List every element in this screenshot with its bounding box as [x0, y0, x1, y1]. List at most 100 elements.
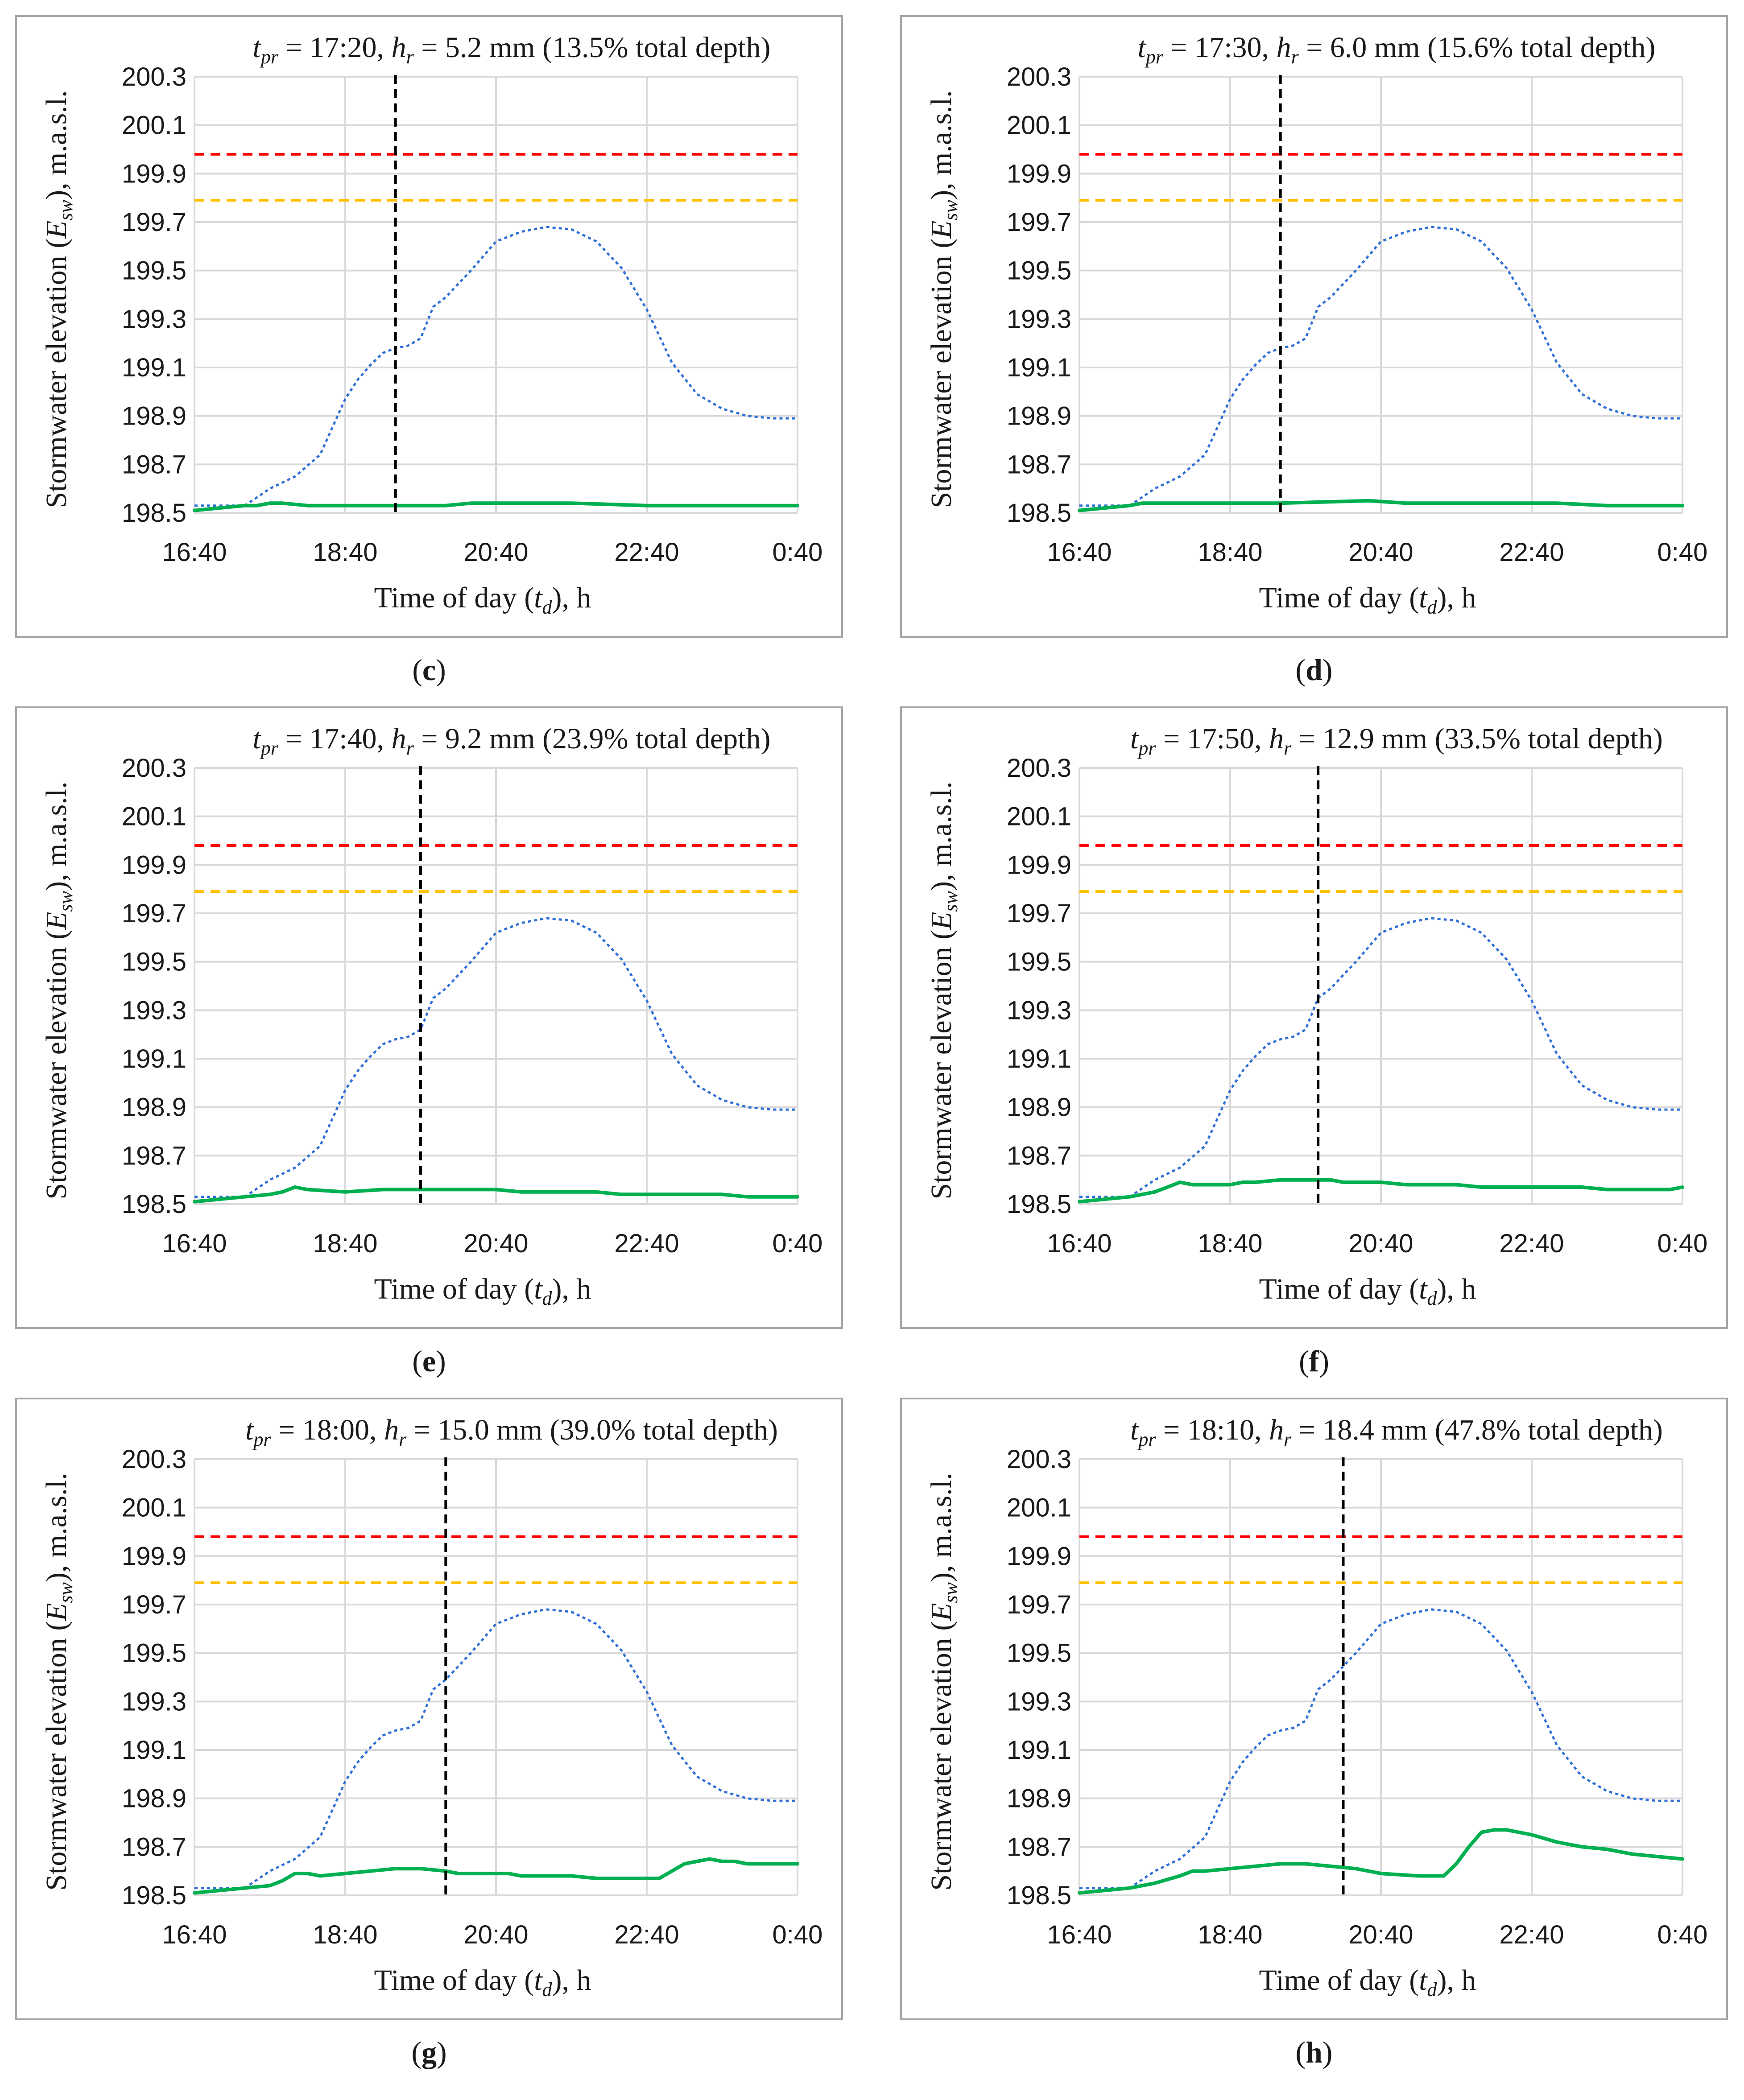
- y-tick-label: 198.9: [122, 1784, 186, 1813]
- x-tick-label: 0:40: [773, 1229, 823, 1258]
- chart-panel-f: 198.5 198.7 198.9 199.1 199.3 199.5 199.7 199.9…: [900, 706, 1728, 1329]
- chart-svg: 198.5 198.7 198.9 199.1 199.3 199.5 199.7 199.9…: [902, 17, 1730, 639]
- y-tick-label: 200.3: [122, 62, 186, 91]
- x-tick-label: 22:40: [1499, 1229, 1564, 1258]
- x-tick-label: 0:40: [1657, 538, 1708, 567]
- chart-panel-g: 198.5 198.7 198.9 199.1 199.3 199.5 199.7 199.9…: [15, 1398, 843, 2020]
- y-tick-label: 199.7: [122, 208, 186, 237]
- chart-panel-d: 198.5 198.7 198.9 199.1 199.3 199.5 199.7 199.9…: [900, 15, 1728, 638]
- x-axis-label: Time of day (td), h: [374, 1964, 591, 2001]
- x-tick-label: 22:40: [614, 1229, 679, 1258]
- x-tick-label: 22:40: [1499, 538, 1564, 567]
- y-tick-label: 199.5: [122, 948, 186, 977]
- y-axis-label: Stormwater elevation (Esw), m.a.s.l.: [40, 90, 77, 508]
- y-tick-label: 200.3: [1007, 754, 1071, 783]
- x-tick-label: 0:40: [1657, 1229, 1708, 1258]
- y-tick-label: 198.9: [122, 1093, 186, 1122]
- x-tick-label: 22:40: [614, 538, 679, 567]
- chart-svg: 198.5 198.7 198.9 199.1 199.3 199.5 199.7 199.9…: [17, 17, 845, 639]
- y-tick-label: 199.7: [122, 1590, 186, 1619]
- chart-panel-c: 198.5 198.7 198.9 199.1 199.3 199.5 199.7 199.9…: [15, 15, 843, 638]
- y-tick-label: 199.5: [1007, 1639, 1071, 1668]
- y-tick-label: 200.1: [1007, 111, 1071, 140]
- caption-letter: h: [1306, 2035, 1322, 2069]
- gridlines: [194, 1459, 798, 1895]
- y-tick-label: 198.5: [122, 499, 186, 528]
- y-tick-label: 198.9: [1007, 402, 1071, 431]
- x-tick-label: 0:40: [773, 538, 823, 567]
- x-tick-label: 16:40: [1047, 538, 1112, 567]
- y-tick-label: 200.1: [1007, 1494, 1071, 1522]
- y-tick-label: 198.7: [122, 1141, 186, 1170]
- y-tick-label: 199.3: [122, 996, 186, 1025]
- caption-c: (c): [362, 652, 496, 688]
- y-tick-label: 198.7: [122, 450, 186, 479]
- caption-e: (e): [362, 1343, 496, 1379]
- y-axis-label: Stormwater elevation (Esw), m.a.s.l.: [40, 781, 77, 1199]
- y-tick-label: 199.1: [1007, 1044, 1071, 1073]
- y-tick-label: 199.3: [122, 305, 186, 334]
- y-tick-label: 198.9: [1007, 1093, 1071, 1122]
- y-tick-label: 198.7: [1007, 450, 1071, 479]
- y-tick-label: 198.5: [1007, 1881, 1071, 1910]
- x-tick-label: 16:40: [1047, 1229, 1112, 1258]
- y-tick-label: 199.9: [1007, 1542, 1071, 1571]
- y-tick-label: 199.9: [122, 1542, 186, 1571]
- y-tick-label: 199.1: [122, 1736, 186, 1765]
- y-tick-label: 198.5: [1007, 499, 1071, 528]
- x-tick-label: 16:40: [162, 538, 227, 567]
- y-tick-label: 200.3: [122, 754, 186, 783]
- caption-letter: c: [422, 653, 436, 687]
- chart-svg: 198.5 198.7 198.9 199.1 199.3 199.5 199.7 199.9…: [17, 1399, 845, 2022]
- y-tick-label: 198.9: [122, 402, 186, 431]
- caption-letter: f: [1309, 1344, 1319, 1378]
- chart-svg: 198.5 198.7 198.9 199.1 199.3 199.5 199.7 199.9…: [902, 708, 1730, 1331]
- caption-letter: e: [422, 1344, 436, 1378]
- y-tick-label: 200.1: [122, 1494, 186, 1522]
- y-axis-label: Stormwater elevation (Esw), m.a.s.l.: [925, 90, 962, 508]
- y-axis-label: Stormwater elevation (Esw), m.a.s.l.: [40, 1473, 77, 1890]
- x-tick-label: 20:40: [1348, 1229, 1413, 1258]
- y-tick-label: 199.9: [122, 850, 186, 879]
- y-tick-label: 199.3: [122, 1687, 186, 1716]
- y-tick-label: 199.7: [1007, 208, 1071, 237]
- y-tick-label: 198.7: [1007, 1832, 1071, 1861]
- x-tick-label: 20:40: [1348, 1920, 1413, 1949]
- x-tick-label: 22:40: [614, 1920, 679, 1949]
- y-tick-label: 199.1: [122, 1044, 186, 1073]
- x-tick-label: 22:40: [1499, 1920, 1564, 1949]
- x-tick-label: 16:40: [162, 1920, 227, 1949]
- y-tick-label: 199.9: [122, 159, 186, 188]
- y-axis-label: Stormwater elevation (Esw), m.a.s.l.: [925, 1473, 962, 1890]
- x-tick-label: 20:40: [463, 1229, 528, 1258]
- y-tick-label: 200.3: [1007, 62, 1071, 91]
- y-tick-label: 200.1: [1007, 802, 1071, 831]
- y-tick-label: 198.7: [1007, 1141, 1071, 1170]
- x-axis-label: Time of day (td), h: [1259, 582, 1476, 618]
- y-tick-label: 199.3: [1007, 996, 1071, 1025]
- chart-title: tpr = 17:40, hr = 9.2 mm (23.9% total de…: [253, 722, 771, 759]
- caption-letter: d: [1306, 653, 1322, 687]
- y-tick-label: 199.5: [122, 256, 186, 285]
- x-axis-label: Time of day (td), h: [374, 1273, 591, 1309]
- y-tick-label: 199.5: [1007, 948, 1071, 977]
- x-tick-label: 20:40: [1348, 538, 1413, 567]
- y-tick-label: 198.5: [122, 1190, 186, 1219]
- caption-d: (d): [1247, 652, 1381, 688]
- y-tick-label: 198.5: [1007, 1190, 1071, 1219]
- x-axis-label: Time of day (td), h: [1259, 1964, 1476, 2001]
- y-tick-label: 200.3: [122, 1445, 186, 1474]
- x-tick-label: 20:40: [463, 538, 528, 567]
- y-tick-label: 199.1: [1007, 353, 1071, 382]
- chart-panel-h: 198.5 198.7 198.9 199.1 199.3 199.5 199.7 199.9…: [900, 1398, 1728, 2020]
- x-tick-label: 20:40: [463, 1920, 528, 1949]
- y-tick-label: 199.3: [1007, 305, 1071, 334]
- y-tick-label: 200.1: [122, 802, 186, 831]
- chart-svg: 198.5 198.7 198.9 199.1 199.3 199.5 199.7 199.9…: [902, 1399, 1730, 2022]
- x-tick-label: 16:40: [162, 1229, 227, 1258]
- y-tick-label: 199.7: [122, 899, 186, 928]
- x-tick-label: 18:40: [313, 538, 377, 567]
- x-tick-label: 18:40: [1198, 538, 1262, 567]
- y-tick-label: 199.7: [1007, 1590, 1071, 1619]
- x-tick-label: 18:40: [313, 1920, 377, 1949]
